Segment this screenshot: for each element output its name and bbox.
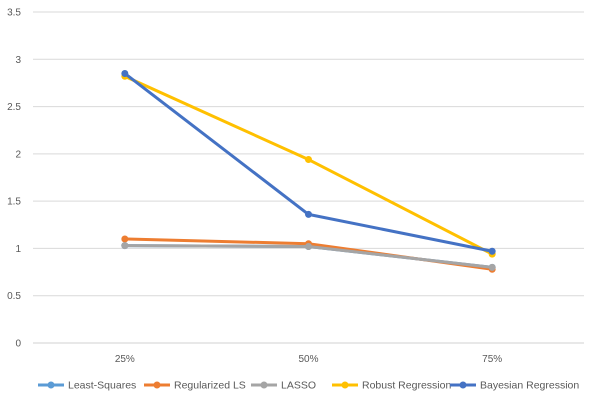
legend-label: LASSO (281, 380, 316, 392)
legend-item: Bayesian Regression (450, 380, 579, 392)
data-point (305, 243, 312, 251)
legend-swatch-marker (153, 381, 161, 389)
x-axis-ticks: 25% 50% 75% (115, 354, 502, 365)
x-tick-label: 50% (298, 354, 318, 365)
legend-label: Bayesian Regression (480, 380, 579, 392)
legend: Least-Squares Regularized LS LASSO Robust R… (38, 380, 579, 392)
data-point (305, 210, 312, 218)
y-tick-label: 1 (15, 244, 21, 255)
legend-item: Robust Regression (332, 380, 451, 392)
series-lines (121, 69, 496, 273)
series (121, 242, 496, 271)
data-point (121, 69, 129, 77)
series-line (123, 74, 494, 256)
x-tick-label: 25% (115, 354, 135, 365)
legend-label: Least-Squares (68, 380, 136, 392)
y-tick-label: 0 (15, 339, 21, 350)
legend-item: Least-Squares (38, 380, 136, 392)
gridlines (33, 11, 584, 344)
legend-swatch-marker (459, 381, 467, 389)
series (121, 69, 496, 255)
legend-label: Robust Regression (362, 380, 451, 392)
legend-swatch-marker (47, 381, 55, 389)
legend-swatch-marker (341, 381, 349, 389)
data-point (305, 156, 312, 164)
y-tick-label: 2 (15, 149, 21, 160)
legend-swatch-marker (260, 381, 268, 389)
y-tick-label: 3.5 (7, 8, 21, 19)
y-tick-label: 3 (15, 55, 21, 66)
y-tick-label: 0.5 (7, 291, 21, 302)
legend-item: LASSO (251, 380, 316, 392)
data-point (488, 247, 496, 255)
x-tick-label: 75% (482, 354, 502, 365)
y-tick-label: 1.5 (7, 197, 21, 208)
legend-item: Regularized LS (144, 380, 246, 392)
data-point (488, 263, 496, 271)
legend-label: Regularized LS (174, 380, 246, 392)
y-axis-ticks: 0 0.5 1 1.5 2 2.5 3 3.5 (7, 8, 21, 350)
y-tick-label: 2.5 (7, 102, 21, 113)
data-point (121, 242, 129, 250)
series (121, 72, 496, 258)
data-point (121, 235, 129, 243)
